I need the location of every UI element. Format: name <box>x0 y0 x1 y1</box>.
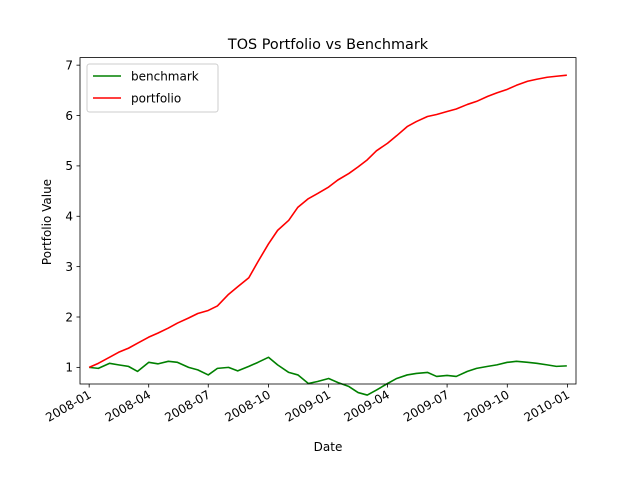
y-tick-label: 7 <box>65 58 73 72</box>
series-line-portfolio <box>88 74 567 369</box>
y-tick-label: 3 <box>65 260 73 274</box>
y-tick-label: 6 <box>65 109 73 123</box>
y-axis-title: Portfolio Value <box>40 179 54 265</box>
y-tick-label: 5 <box>65 159 73 173</box>
legend: benchmark portfolio <box>86 63 219 113</box>
y-tick-label: 4 <box>65 210 73 224</box>
plot-frame <box>79 57 577 385</box>
legend-label-portfolio: portfolio <box>131 91 181 105</box>
axes-group <box>79 57 577 385</box>
x-axis-title: Date <box>314 440 343 454</box>
legend-label-benchmark: benchmark <box>131 69 199 83</box>
chart-title: TOS Portfolio vs Benchmark <box>227 37 429 53</box>
plot-series-group <box>88 74 567 396</box>
series-line-benchmark <box>89 356 567 396</box>
y-tick-label: 2 <box>65 310 73 324</box>
y-tick-label: 1 <box>65 361 73 375</box>
